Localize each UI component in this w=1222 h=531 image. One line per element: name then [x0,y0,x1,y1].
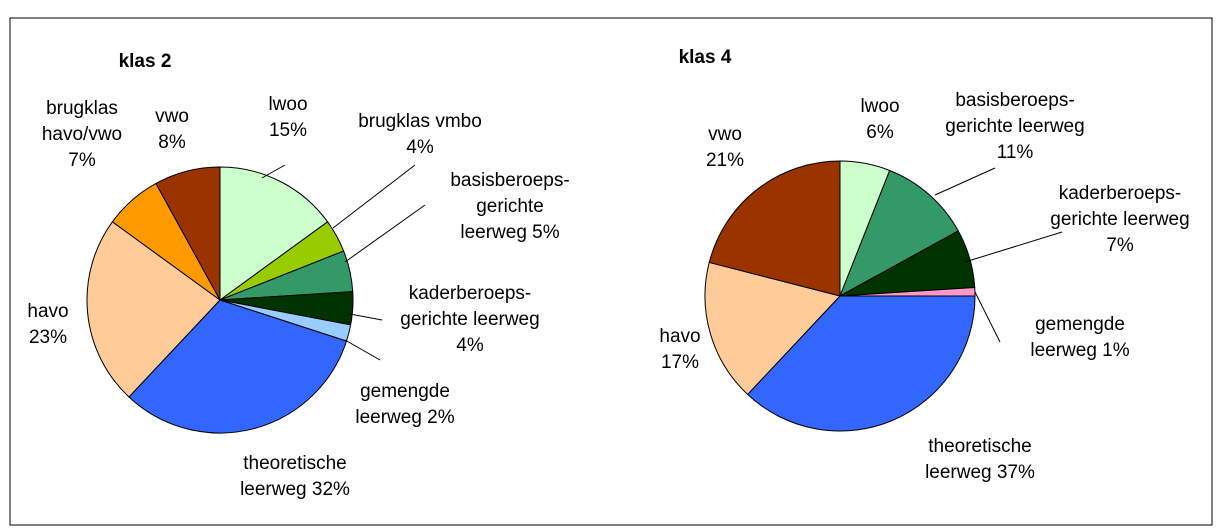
pie-slice [746,295,976,432]
pie-slice [86,221,221,398]
label-text: vwo 21% [695,122,755,174]
category-name: kaderberoeps-gerichte leerweg [1050,183,1190,230]
leader-line [974,291,1001,343]
value-label: 7% [68,150,96,171]
value-label: 4% [456,335,484,356]
value-label: 37% [996,462,1035,483]
label-box: basisberoeps-gerichte leerweg 11% [940,72,1090,182]
label-text: basisberoeps-gerichte leerweg 11% [940,88,1090,166]
label-text: gemengde leerweg 1% [1015,312,1145,364]
category-name: brugklas havo/vwo [41,98,123,145]
value-label: 23% [28,327,68,348]
category-name: gemengde leerweg [1030,314,1125,361]
pie-slice [839,169,959,298]
category-name: lwoo [860,96,900,117]
label-text: brugklas vmbo 4% [345,109,495,161]
label-text: vwo 8% [142,104,202,156]
label-box: kaderberoeps-gerichte leerweg 4% [400,265,540,375]
pie-slice [704,261,841,396]
value-label: 1% [1102,340,1130,361]
category-name: gemengde leerweg [355,381,450,428]
label-text: theoretische leerweg 32% [220,451,370,503]
value-label: 8% [158,132,186,153]
value-label: 5% [532,222,560,243]
value-label: 6% [866,122,894,143]
slice-label: havo 23% [18,270,78,380]
label-box: vwo 8% [142,75,202,185]
category-name: vwo [155,106,189,127]
label-box: havo 23% [18,270,78,380]
category-name: brugklas vmbo [358,111,482,132]
category-name: basisberoeps-gerichte leerweg [945,90,1085,137]
slice-label: gemengde leerweg 2% [340,350,470,460]
chart-title: klas 4 [679,47,732,68]
slice-label: lwoo 6% [850,65,910,175]
value-label: 15% [268,120,308,141]
pie-slice [128,299,348,434]
label-text: theoretische leerweg 37% [905,434,1055,486]
leader-line [964,231,1063,263]
slice-label: basisberoeps-gerichte leerweg 11% [940,72,1090,182]
leader-line [261,164,286,179]
category-name: lwoo [268,94,308,115]
slice-label: lwoo 15% [253,63,323,173]
leader-line [934,167,996,196]
category-name: havo [659,326,701,347]
category-name: vwo [708,124,742,145]
label-box: kaderberoeps-gerichte leerweg 7% [1050,165,1190,275]
slice-label: kaderberoeps-gerichte leerweg 7% [1050,165,1190,275]
value-label: 17% [660,352,700,373]
label-text: kaderberoeps-gerichte leerweg 4% [400,281,540,359]
slice-label: vwo 21% [695,93,755,203]
label-text: kaderberoeps-gerichte leerweg 7% [1050,181,1190,259]
label-box: lwoo 15% [253,63,323,173]
chart-title: klas 2 [119,51,172,72]
value-label: 4% [406,137,434,158]
label-box: brugklas vmbo 4% [345,80,495,190]
label-text: basisberoeps-gerichte leerweg 5% [445,168,575,246]
leader-line [344,204,426,263]
label-box: lwoo 6% [850,65,910,175]
pie-slice [155,166,221,301]
category-name: kaderberoeps-gerichte leerweg [400,283,540,330]
category-name: havo [27,301,69,322]
slice-label: vwo 8% [142,75,202,185]
slice-label: theoretische leerweg 37% [905,405,1055,515]
label-text: havo 17% [650,324,710,376]
slice-label: basisberoeps-gerichte leerweg 5% [445,152,575,262]
slice-label: theoretische leerweg 32% [220,422,370,531]
category-name: theoretische leerweg [240,453,347,500]
label-text: lwoo 6% [850,94,910,146]
label-box: basisberoeps-gerichte leerweg 5% [445,152,575,262]
slice-label: gemengde leerweg 1% [1015,283,1145,393]
pie-slice [708,160,841,297]
slice-label: kaderberoeps-gerichte leerweg 4% [400,265,540,375]
category-name: basisberoeps-gerichte leerweg [450,170,570,243]
pie-slice [219,166,329,301]
label-box: gemengde leerweg 2% [340,350,470,460]
label-text: gemengde leerweg 2% [340,379,470,431]
leader-line [332,164,416,229]
value-label: 2% [427,407,455,428]
category-name: theoretische leerweg [925,436,1032,483]
value-label: 32% [311,479,350,500]
label-box: theoretische leerweg 37% [905,405,1055,515]
value-label: 21% [705,150,745,171]
slice-label: brugklas vmbo 4% [345,80,495,190]
label-box: vwo 21% [695,93,755,203]
slice-label: havo 17% [650,295,710,405]
label-box: theoretische leerweg 32% [220,422,370,531]
label-text: brugklas havo/vwo 7% [32,96,132,174]
leader-line [344,339,381,361]
leader-line [349,313,383,321]
label-box: havo 17% [650,295,710,405]
slice-label: brugklas havo/vwo 7% [32,80,132,190]
label-box: gemengde leerweg 1% [1015,283,1145,393]
label-box: brugklas havo/vwo 7% [32,80,132,190]
label-text: havo 23% [18,299,78,351]
label-text: lwoo 15% [253,92,323,144]
value-label: 7% [1106,235,1134,256]
value-label: 11% [996,142,1034,163]
